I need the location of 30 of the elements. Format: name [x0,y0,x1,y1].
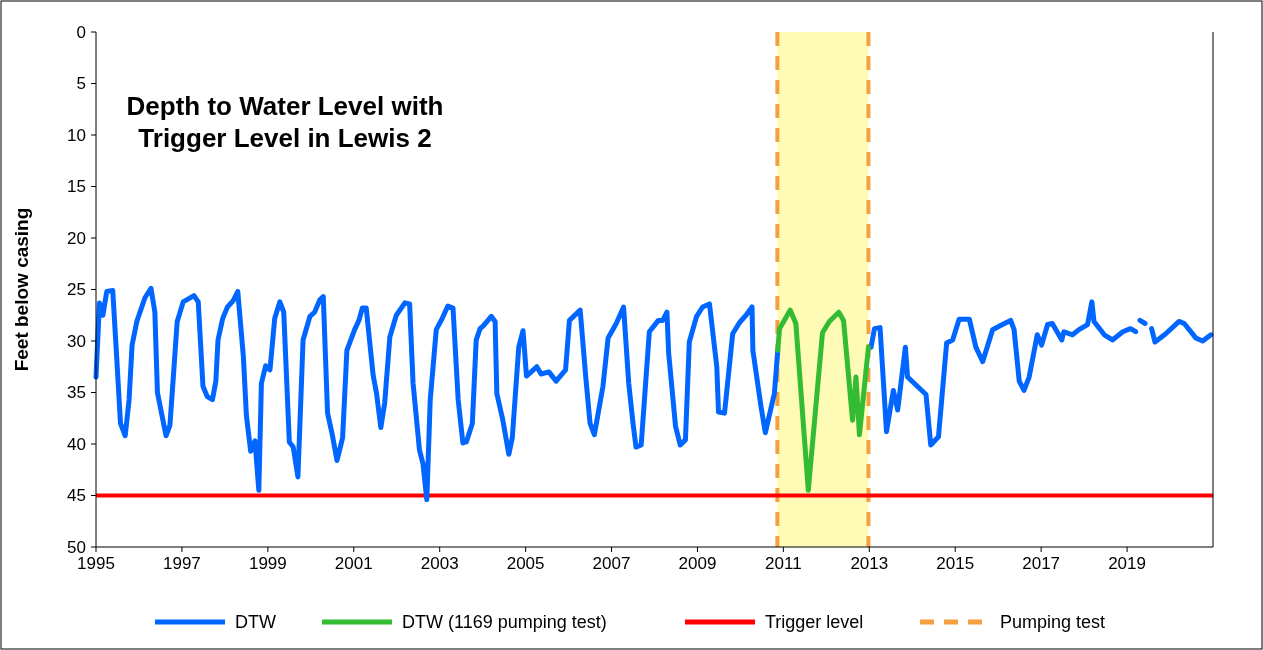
y-tick-label: 5 [76,74,86,94]
text: Depth to Water Level with Trigger Level in Lewis 2 [126,91,444,153]
x-tick-label: 1999 [248,554,287,573]
x-tick-label: 1997 [163,554,201,573]
legend-label: DTW (1169 pumping test) [402,612,607,633]
x-tick-label: 2005 [506,554,545,573]
x-tick-label: 2019 [1108,554,1146,573]
y-tick-label: 35 [67,383,86,403]
x-tick-label: 1995 [77,554,115,573]
y-tick-label: 20 [67,228,86,248]
legend-label: Pumping test [1000,612,1106,633]
x-tick-label: 2003 [420,554,459,573]
legend-label: Trigger level [765,612,864,633]
y-tick-label: 50 [67,537,86,557]
y-tick-label: 0 [76,22,86,42]
y-tick-label: 30 [67,331,86,351]
legend-label: DTW [235,612,276,633]
y-tick-label: 40 [67,434,86,454]
x-tick-label: 2007 [592,554,631,573]
y-tick-label: 10 [67,125,86,145]
x-tick-label: 2001 [334,554,373,573]
x-tick-label: 2015 [936,554,975,573]
y-axis-title: Feet below casing [11,207,32,372]
y-tick-label: 25 [67,280,86,300]
y-tick-label: 15 [67,177,86,197]
x-tick-label: 2011 [765,554,802,573]
x-tick-label: 2017 [1022,554,1061,573]
x-tick-label: 2009 [678,554,717,573]
x-tick-label: 2013 [850,554,889,573]
y-tick-label: 45 [67,486,86,506]
